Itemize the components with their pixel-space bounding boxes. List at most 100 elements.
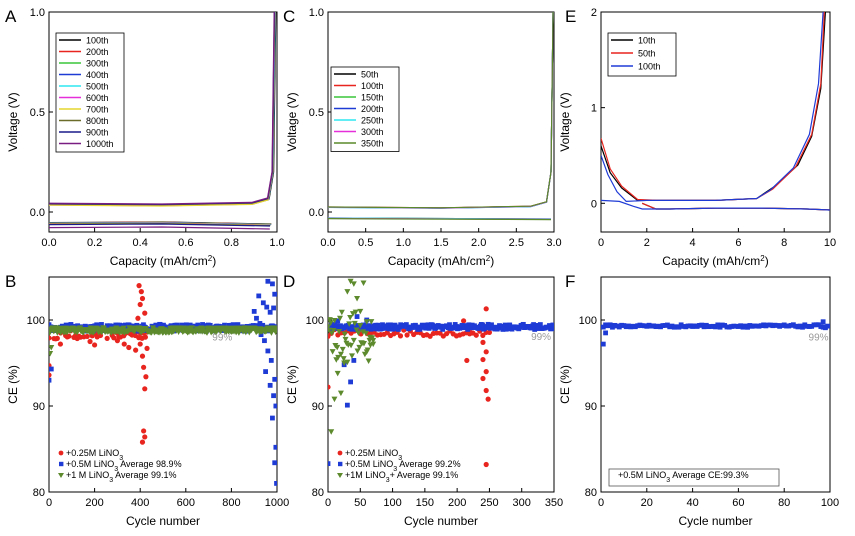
panel-b: B 0 200 400 600 800 1000 80 90 100 Cycle number CE …: [5, 272, 289, 528]
data-point: [483, 306, 489, 312]
x-tick-label: 0: [598, 497, 604, 509]
y-axis-label: CE (%): [285, 365, 299, 404]
y-tick-label: 80: [33, 487, 45, 499]
legend-box: [330, 66, 400, 152]
data-point: [139, 439, 146, 445]
x-tick-label: 1.0: [396, 237, 411, 249]
legend: +0.25M LiNO3+0.5M LiNO3 Average 99.2%+1M…: [337, 448, 461, 484]
data-point: [485, 396, 491, 402]
legend-label: 100th: [361, 81, 384, 91]
legend: 10th 50th 100th: [607, 32, 677, 77]
plot-frame: [48, 276, 278, 493]
data-point: [346, 321, 353, 327]
data-point: [135, 315, 141, 321]
data-point: [366, 334, 373, 341]
x-tick-label: 1.0: [269, 237, 284, 249]
data-point: [270, 415, 275, 421]
x-tick-label: 8: [781, 237, 787, 249]
legend-label: 350th: [361, 139, 384, 149]
data-point: [138, 289, 144, 295]
data-point: [92, 342, 98, 348]
x-tick-label: 350: [545, 497, 563, 509]
panel-letter: D: [283, 272, 295, 291]
data-point: [328, 429, 335, 435]
data-point: [134, 322, 140, 328]
series-triangle: [328, 278, 377, 435]
x-tick-label: 100: [383, 497, 401, 509]
data-point: [271, 393, 276, 399]
y-tick-label: 0: [591, 198, 597, 210]
data-point: [264, 304, 270, 310]
data-point: [354, 348, 361, 354]
y-tick-label: 0.0: [30, 207, 45, 219]
series-line-discharge: [49, 223, 271, 227]
legend-marker: [338, 461, 343, 467]
data-point: [464, 357, 470, 364]
data-point: [222, 322, 227, 328]
reference-label: 99%: [531, 332, 551, 343]
data-point: [270, 281, 275, 287]
data-point: [341, 331, 348, 338]
legend-label: +1M LiNO3+ Average 99.1%: [345, 470, 458, 484]
data-point: [87, 338, 93, 345]
x-tick-label: 0.0: [41, 237, 56, 249]
data-point: [480, 375, 486, 382]
data-point: [273, 444, 277, 450]
data-point: [136, 283, 142, 289]
data-point: [823, 325, 828, 331]
data-point: [267, 382, 273, 388]
legend-label: 1000th: [86, 139, 114, 149]
legend-label: 500th: [86, 82, 109, 92]
plot-area: [601, 12, 830, 211]
data-point: [483, 387, 489, 394]
data-point: [207, 322, 213, 328]
x-tick-label: 1.5: [433, 237, 448, 249]
plot-frame: [600, 11, 831, 233]
plot-frame: [48, 11, 278, 233]
data-point: [272, 291, 277, 297]
y-tick-label: 90: [312, 401, 324, 413]
x-axis-label: Cycle number: [126, 514, 200, 528]
data-point: [483, 461, 489, 468]
series-line-discharge: [328, 218, 552, 221]
x-tick-label: 250: [480, 497, 498, 509]
data-point: [82, 323, 88, 329]
data-point: [331, 396, 338, 403]
data-point: [142, 310, 148, 316]
legend-label: 600th: [86, 93, 109, 103]
data-point: [507, 322, 513, 328]
x-tick-label: 10: [824, 237, 836, 249]
data-point: [104, 335, 110, 341]
x-tick-label: 40: [686, 497, 698, 509]
data-point: [607, 322, 613, 328]
plot-frame: [600, 276, 831, 493]
data-point: [348, 342, 355, 349]
data-point: [268, 358, 274, 363]
data-point: [273, 403, 277, 409]
data-point: [347, 278, 354, 285]
x-tick-label: 800: [222, 497, 240, 509]
data-point: [328, 320, 334, 326]
data-point: [397, 333, 404, 339]
data-point: [336, 329, 343, 335]
legend-label: 200th: [86, 47, 109, 57]
series-square: [601, 319, 830, 347]
data-point: [370, 337, 377, 344]
data-point: [365, 358, 372, 365]
data-point: [500, 327, 506, 332]
data-point: [363, 319, 370, 325]
data-point: [800, 324, 805, 330]
y-tick-label: 0.0: [309, 207, 324, 219]
legend-label: 300th: [86, 59, 109, 69]
data-point: [480, 356, 486, 363]
data-point: [483, 349, 489, 355]
x-tick-label: 0: [598, 237, 604, 249]
data-point: [537, 322, 543, 327]
data-point: [49, 345, 55, 351]
x-tick-label: 0.6: [178, 237, 193, 249]
x-tick-label: 300: [513, 497, 531, 509]
data-point: [330, 327, 337, 334]
